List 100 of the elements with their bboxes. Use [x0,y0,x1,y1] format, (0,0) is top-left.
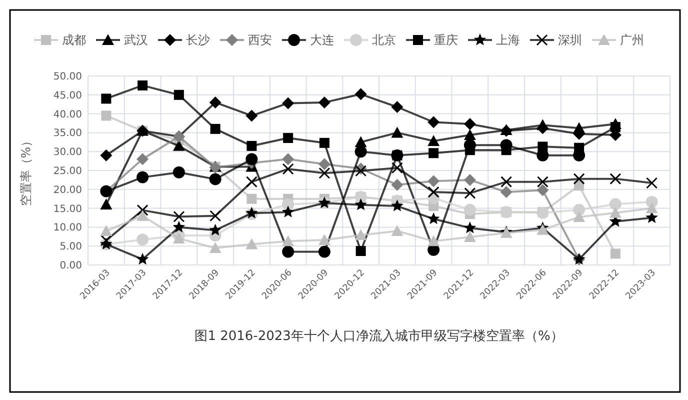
legend-label: 广州 [620,33,644,48]
point [391,100,404,113]
legend-label: 北京 [372,33,396,48]
point [464,204,476,216]
point [209,173,222,186]
point [464,231,476,242]
legend-label: 深圳 [558,33,582,48]
point [136,210,149,221]
point [138,80,148,90]
point [536,184,549,196]
point [318,158,330,170]
y-tick-label: 10.00 [53,222,82,234]
y-tick-label: 20.00 [53,184,82,196]
point [173,210,185,222]
point [428,148,439,158]
point [246,110,258,122]
point [391,200,404,212]
point [100,198,112,210]
point [354,229,367,240]
y-tick-label: 5.00 [60,242,82,253]
legend-label: 武汉 [124,33,148,48]
point [136,204,148,216]
point [428,175,440,188]
point [573,173,585,185]
point [136,153,149,166]
point [246,140,257,151]
point [210,124,220,134]
point [282,206,294,218]
point [282,235,294,246]
point [391,162,403,174]
y-tick-label: 35.00 [53,128,82,140]
point [318,234,330,246]
point [500,176,512,188]
point [136,252,149,265]
point [209,96,222,108]
point [282,153,294,166]
point [282,97,294,110]
point [209,224,222,236]
y-tick-label: 50.00 [53,72,82,82]
point [609,206,622,218]
point [538,142,548,152]
point [283,132,294,143]
legend-label: 重庆 [434,33,458,48]
point [101,94,112,104]
legend-label: 上海 [496,33,520,48]
legend-label: 西安 [248,33,272,48]
y-tick-label: 0.00 [60,260,82,272]
point [100,234,112,246]
point [246,176,258,188]
point [318,96,330,108]
point [319,138,330,148]
point [391,178,404,191]
point [354,146,367,158]
point [646,177,658,189]
point [210,210,222,222]
point [282,198,294,211]
y-tick-label: 45.00 [53,90,82,102]
point [464,118,476,130]
point [354,198,367,210]
point [136,171,149,184]
point [573,210,586,222]
point [100,149,112,162]
y-tick-label: 40.00 [53,109,82,120]
y-tick-label: 25.00 [53,166,82,177]
y-tick-label: 30.00 [53,147,82,158]
point [172,232,185,244]
point [101,110,112,121]
point [355,165,367,177]
point [172,166,185,178]
point [574,142,584,153]
point [246,194,257,204]
point [100,224,112,236]
point [610,248,620,259]
point [536,176,548,188]
point [174,90,184,100]
point [428,116,440,128]
legend-label: 大连 [310,33,334,48]
y-tick-label: 15.00 [53,204,82,215]
point [246,153,258,166]
point [464,174,476,186]
point [610,122,620,132]
point [282,163,294,175]
point [427,212,440,224]
point [609,198,622,210]
point [356,246,366,256]
point [428,235,440,246]
text: 图1 2016-2023年十个人口净流入城市甲级写字楼空置率（%） [194,328,564,344]
point [536,224,549,235]
legend-label: 成都 [62,33,86,48]
y-axis-title: 空置率（%） [19,134,33,206]
point [354,88,367,100]
point [209,242,222,253]
point [136,234,149,246]
point [428,186,440,198]
point [318,246,330,258]
point [391,224,404,236]
point [500,186,512,198]
point [391,126,404,138]
point [318,167,330,179]
point [610,173,622,185]
